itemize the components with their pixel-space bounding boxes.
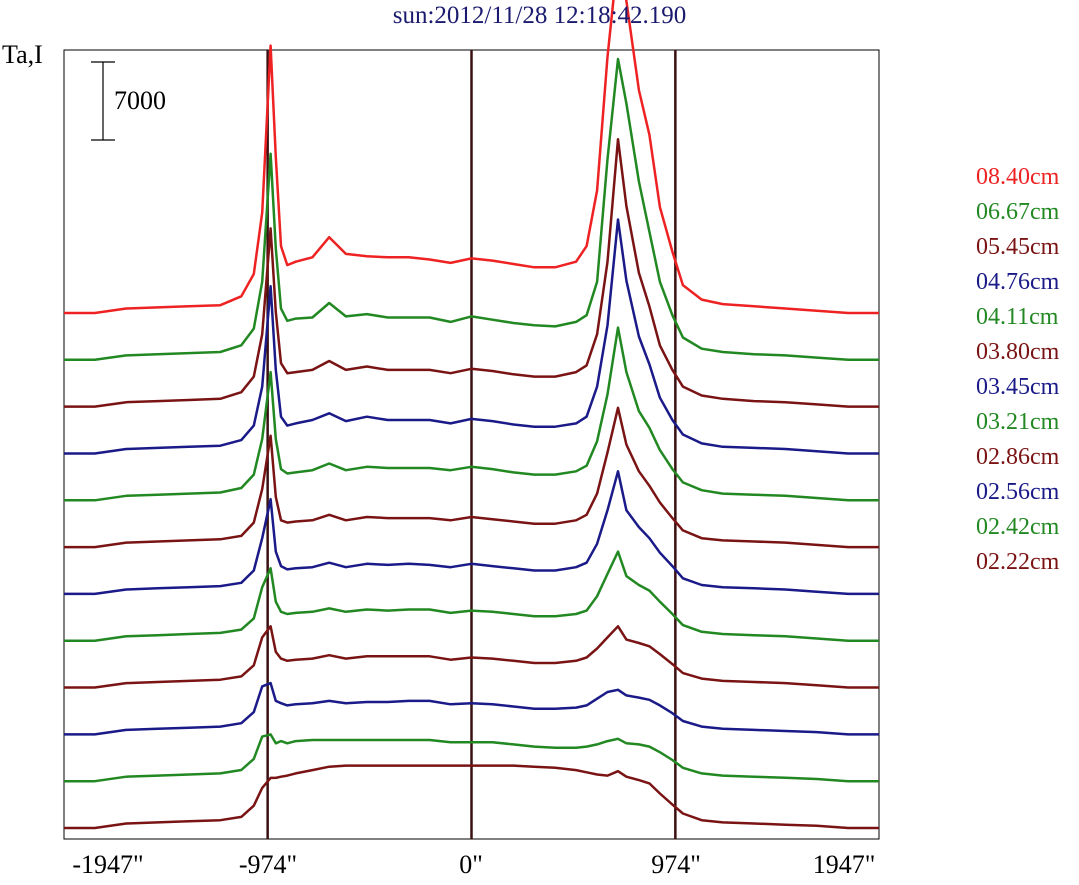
series-line [64,625,879,689]
legend-entry: 05.45cm [976,234,1060,260]
legend-entry: 04.76cm [976,269,1060,295]
legend-entry: 04.11cm [976,304,1059,330]
series-line [64,218,879,455]
x-tick-label: -974" [238,850,298,879]
legend-entry: 08.40cm [976,164,1060,190]
legend-entry: 03.21cm [976,409,1060,435]
x-tick-label: 1947" [812,850,876,879]
series-line [64,0,879,315]
x-tick-label: 974" [651,850,701,879]
legend-entry: 06.67cm [976,199,1060,225]
trace-group [64,0,879,830]
series-line [64,470,879,596]
series-line [64,326,879,502]
legend: 08.40cm 06.67cm 05.45cm 04.76cm 04.11cm … [976,160,1059,580]
y-axis-label: Ta,I [2,40,43,69]
series-line [64,406,879,549]
scale-bar [91,61,115,141]
series-line [64,137,879,408]
legend-entry: 02.86cm [976,444,1060,470]
legend-entry: 02.42cm [976,514,1060,540]
x-tick-label: 0" [459,850,483,879]
series-line [64,550,879,642]
series-line [64,681,879,736]
series-line [64,764,879,830]
series-line [64,57,879,362]
chart-title: sun:2012/11/28 12:18:42.190 [392,2,687,29]
series-line [64,733,879,783]
x-tick-label: -1947" [72,850,144,879]
legend-entry: 02.56cm [976,479,1060,505]
scale-bar-label: 7000 [114,86,166,115]
legend-entry: 03.80cm [976,339,1060,365]
legend-entry: 03.45cm [976,374,1060,400]
legend-entry: 02.22cm [976,549,1060,575]
